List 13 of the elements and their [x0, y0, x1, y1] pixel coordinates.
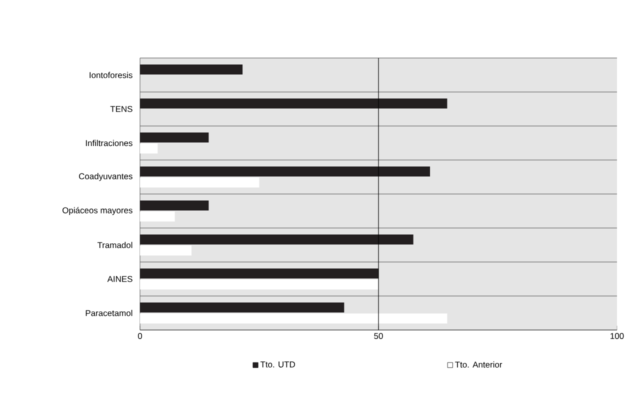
y-tick-label: Tramadol	[97, 242, 132, 248]
x-tick-label: 100	[610, 333, 624, 340]
y-tick-label: Coadyuvantes	[79, 173, 132, 181]
y-tick-label: Infiltraciones	[86, 140, 132, 146]
x-tick-label: 0	[138, 333, 142, 340]
x-tick-label: 50	[374, 333, 383, 340]
y-tick-label: Iontoforesis	[90, 72, 132, 78]
y-tick-label: Opiáceos mayores	[62, 207, 132, 215]
legend-label: Tto. Anterior	[455, 361, 502, 368]
legend-label: Tto. UTD	[260, 362, 295, 368]
y-tick-label: Paracetamol	[86, 310, 132, 316]
y-tick-label: TENS	[110, 106, 132, 112]
y-tick-label: AINES	[107, 276, 132, 282]
